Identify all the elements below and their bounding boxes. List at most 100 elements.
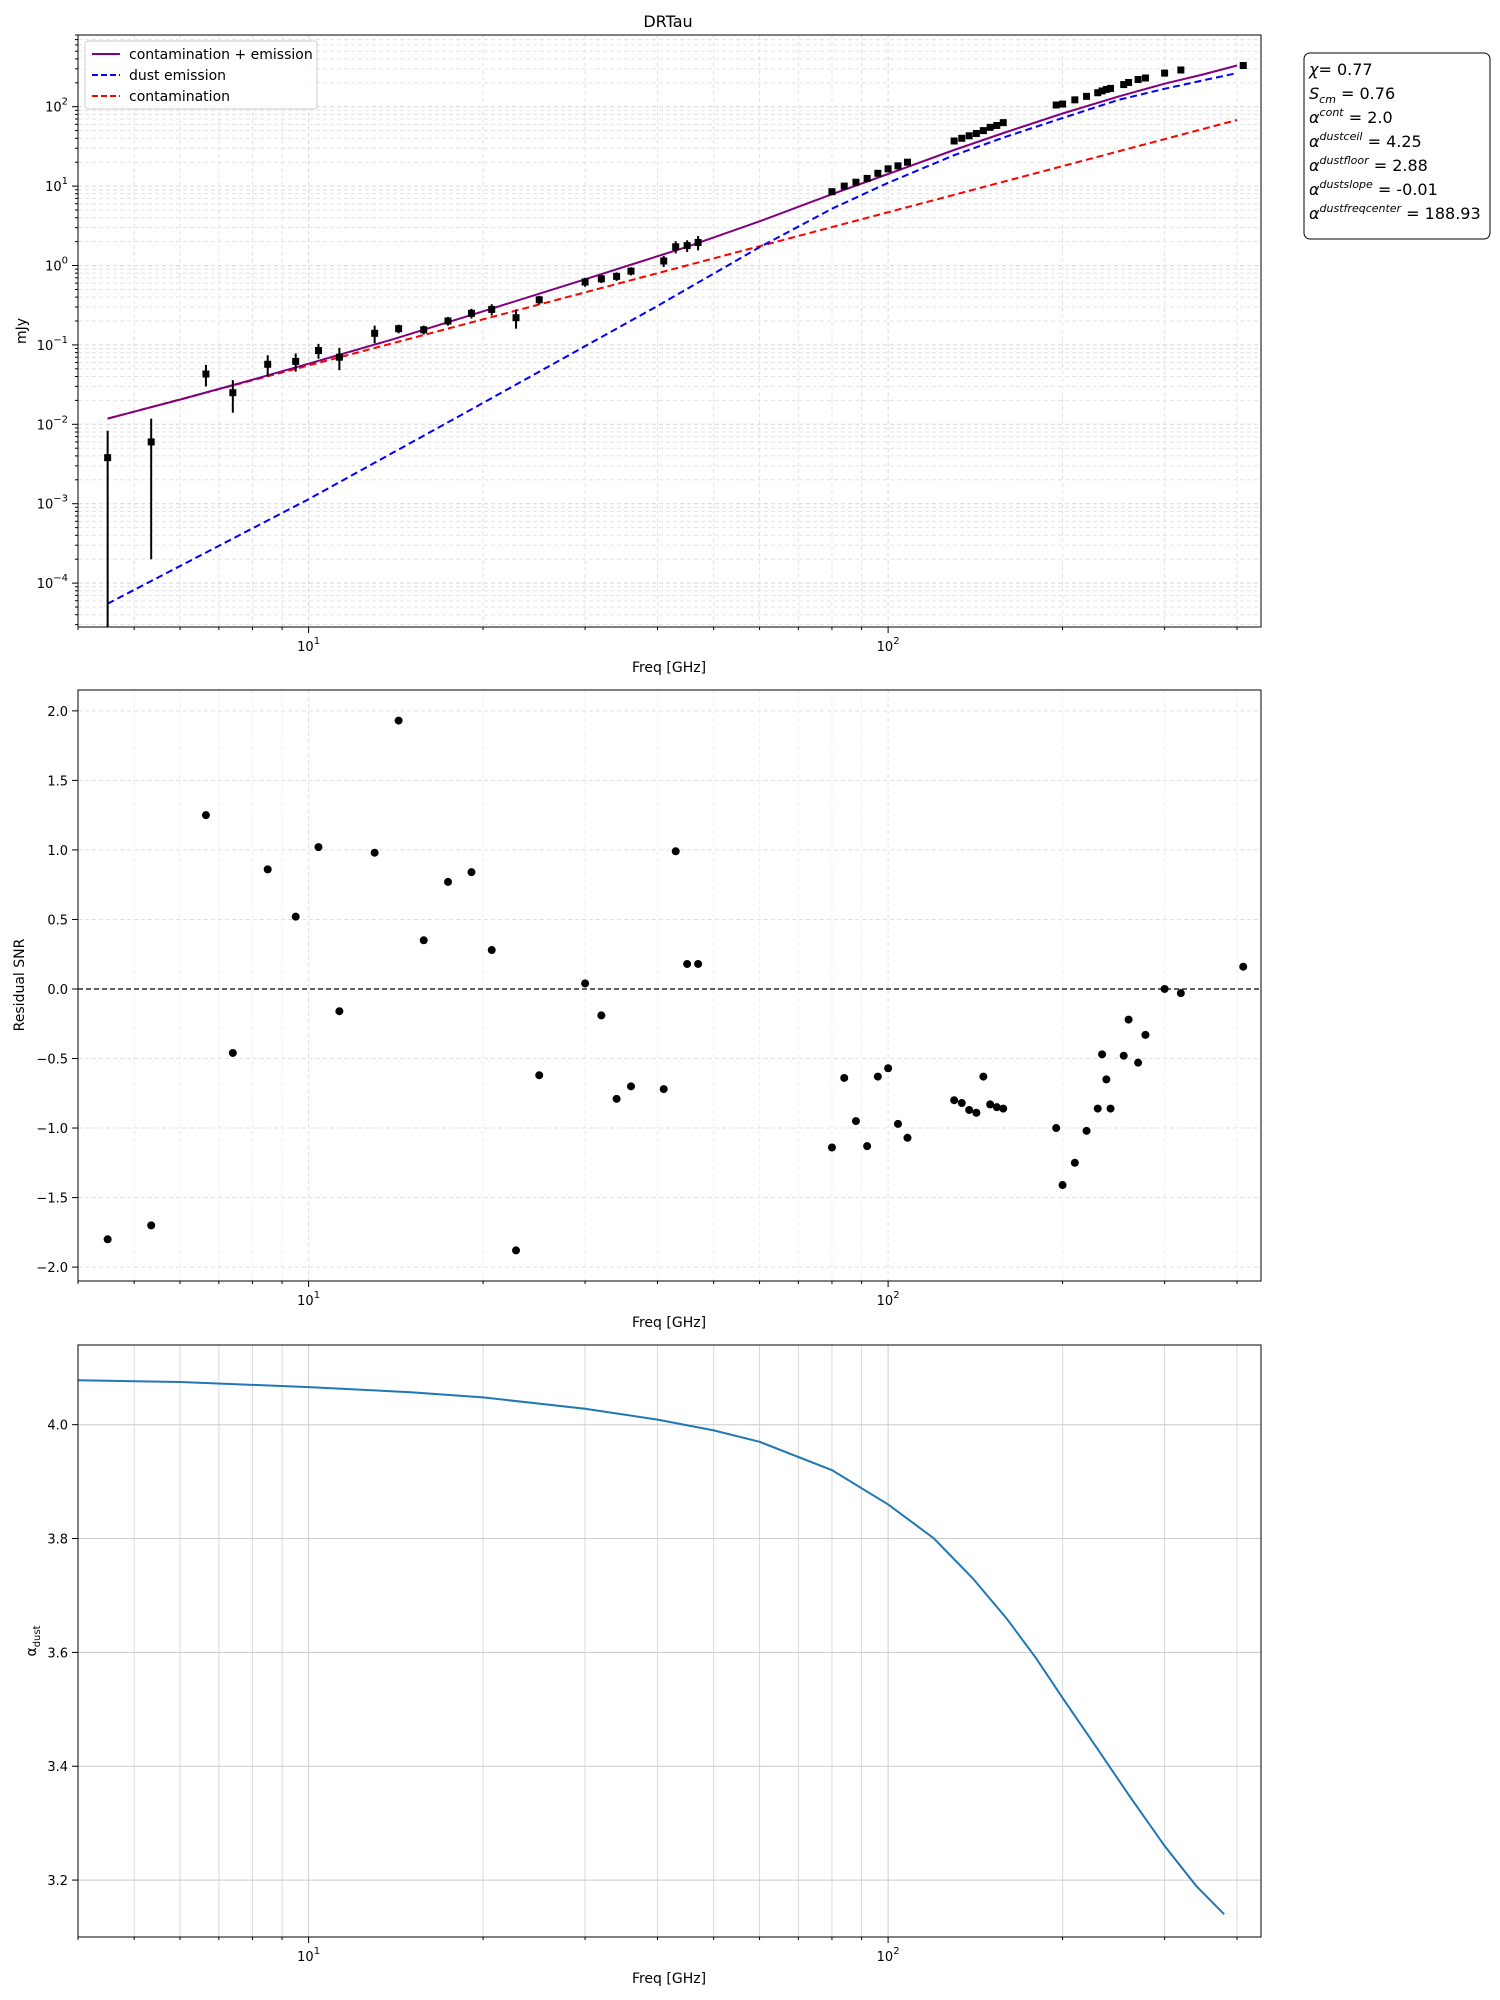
residual-y-tick-label: 1.5 xyxy=(47,774,68,789)
residual-y-tick-label: 0.5 xyxy=(47,913,68,928)
data-point xyxy=(1071,96,1079,104)
residual-point xyxy=(487,946,496,955)
series-line-contamination xyxy=(107,119,1238,420)
residual-grid xyxy=(77,690,1261,1281)
residual-point xyxy=(1082,1126,1091,1135)
data-point xyxy=(694,238,702,246)
data-point xyxy=(627,267,635,275)
data-point xyxy=(993,121,1001,129)
data-point xyxy=(840,182,848,190)
residual-point xyxy=(1070,1158,1079,1167)
data-point xyxy=(863,174,871,182)
residual-y-tick-label: 0.0 xyxy=(47,983,68,998)
data-point xyxy=(292,357,300,365)
alpha-dust-line xyxy=(77,1379,1225,1915)
data-point xyxy=(512,314,520,322)
panel-residuals: 101 102−2.0−1.5−1.0−0.50.00.51.01.52.0 Fr… xyxy=(12,689,1262,1331)
residual-point xyxy=(335,1007,344,1016)
spectrum-data-points xyxy=(104,62,1247,627)
residual-point xyxy=(419,936,428,945)
residual-y-tick-label: −1.5 xyxy=(36,1192,68,1207)
residual-point xyxy=(370,848,379,857)
data-point xyxy=(371,329,379,337)
alpha-x-axis-label: Freq [GHz] xyxy=(632,1971,706,1987)
data-point xyxy=(894,162,902,170)
residual-point xyxy=(263,865,272,874)
fit-parameter-line: αcont = 2.0 xyxy=(1309,106,1393,127)
residual-point xyxy=(893,1119,902,1128)
residual-ticks: 101 102−2.0−1.5−1.0−0.50.00.51.01.52.0 xyxy=(36,705,1238,1309)
data-point xyxy=(672,243,680,251)
spectrum-series xyxy=(107,64,1238,605)
residual-point xyxy=(103,1235,112,1244)
residual-point xyxy=(979,1072,988,1081)
residual-point xyxy=(1134,1058,1143,1067)
alpha-y-tick-label: 3.6 xyxy=(47,1646,68,1661)
fit-parameter-line: χ= 0.77 xyxy=(1308,60,1373,79)
residual-point xyxy=(1106,1104,1115,1113)
data-point xyxy=(1125,78,1133,86)
fit-parameter-line: αdustfloor = 2.88 xyxy=(1309,154,1428,175)
data-point xyxy=(488,305,496,313)
data-point xyxy=(314,347,322,355)
data-point xyxy=(613,272,621,280)
data-point xyxy=(535,296,543,304)
spectrum-grid xyxy=(77,34,1261,627)
residual-point xyxy=(671,847,680,856)
residual-point xyxy=(1124,1015,1133,1024)
residual-point xyxy=(957,1099,966,1108)
residual-point xyxy=(1119,1051,1128,1060)
data-point xyxy=(950,137,958,145)
data-point xyxy=(335,353,343,361)
residual-plot-frame xyxy=(77,689,1262,1282)
data-point xyxy=(1120,81,1128,89)
residual-point xyxy=(1239,962,1248,971)
alpha-y-tick-label: 3.8 xyxy=(47,1533,68,1548)
residual-point xyxy=(314,843,323,852)
residual-point xyxy=(1141,1030,1150,1039)
data-point xyxy=(581,278,589,286)
residual-y-axis-label: Residual SNR xyxy=(12,938,28,1031)
residual-point xyxy=(612,1094,621,1103)
data-point xyxy=(264,360,272,368)
data-point xyxy=(979,127,987,135)
alpha-series xyxy=(77,1379,1225,1915)
data-point xyxy=(420,326,428,334)
data-point xyxy=(1161,69,1169,77)
fit-parameter-line: αdustceil = 4.25 xyxy=(1309,130,1422,151)
data-point xyxy=(1094,89,1102,97)
legend: contamination + emission dust emission c… xyxy=(84,40,318,110)
series-line-dust-emission xyxy=(107,72,1238,605)
residual-x-axis-label: Freq [GHz] xyxy=(632,1315,706,1331)
data-point xyxy=(597,275,605,283)
residual-point xyxy=(694,959,703,968)
alpha-y-tick-label: 4.0 xyxy=(47,1419,68,1434)
data-point xyxy=(884,165,892,173)
fit-parameter-line: Scm = 0.76 xyxy=(1309,84,1395,106)
residual-point xyxy=(228,1048,237,1057)
residual-point xyxy=(972,1108,981,1117)
data-point xyxy=(965,132,973,140)
residual-point xyxy=(581,979,590,988)
data-point xyxy=(1134,76,1142,84)
residual-point xyxy=(1052,1124,1061,1133)
fit-parameter-line: αdustfreqcenter = 188.93 xyxy=(1309,202,1481,223)
residual-point xyxy=(950,1096,959,1105)
residual-point xyxy=(626,1082,635,1091)
spectrum-y-axis-label: mJy xyxy=(14,318,30,344)
data-point xyxy=(972,129,980,137)
residual-point xyxy=(873,1072,882,1081)
data-point xyxy=(874,169,882,177)
residual-point xyxy=(884,1064,893,1073)
alpha-y-tick-label: 3.2 xyxy=(47,1874,68,1889)
residual-point xyxy=(597,1011,606,1020)
data-point xyxy=(1059,100,1067,108)
legend-box xyxy=(84,40,318,110)
residual-point xyxy=(683,959,692,968)
data-point xyxy=(147,438,155,446)
alpha-plot-frame xyxy=(77,1344,1262,1938)
data-point xyxy=(229,389,237,397)
residual-point xyxy=(992,1103,1001,1112)
